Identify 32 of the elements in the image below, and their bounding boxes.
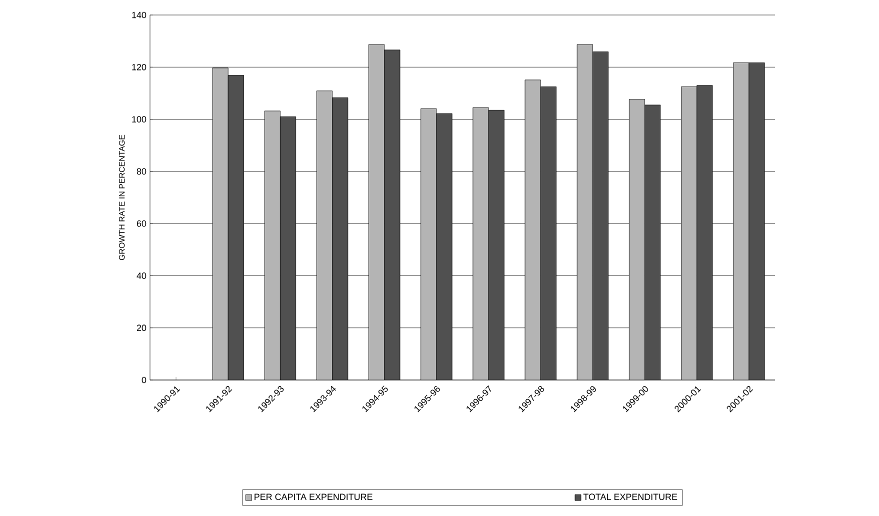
bar [436,113,452,380]
bar [368,44,385,380]
bar [748,62,765,380]
y-tick-label: 40 [136,272,146,279]
legend-label: PER CAPITA EXPENDITURE [254,494,372,500]
bar [332,97,348,380]
bar [696,85,713,380]
bar [576,44,593,380]
bar [212,68,228,380]
bar [280,116,296,380]
y-tick-label: 20 [136,324,146,332]
y-tick-label: 100 [132,116,146,122]
bar [592,52,609,380]
bar [540,86,556,380]
bar [264,110,280,380]
y-tick-label: 80 [136,168,146,175]
bar [420,108,437,380]
y-tick-label: 60 [136,220,146,227]
bar [733,62,750,380]
bar [228,75,244,380]
legend-label: TOTAL EXPENDITURE [583,494,678,500]
bar [644,104,661,380]
y-tick-label: 140 [132,12,146,18]
bar [384,50,400,380]
y-tick-label: 0 [142,376,146,384]
bar [316,90,332,380]
bar [472,107,489,380]
bar [628,99,645,380]
bar [488,110,504,380]
y-tick-label: 120 [132,64,146,70]
bar [681,86,698,380]
bar [524,80,541,380]
